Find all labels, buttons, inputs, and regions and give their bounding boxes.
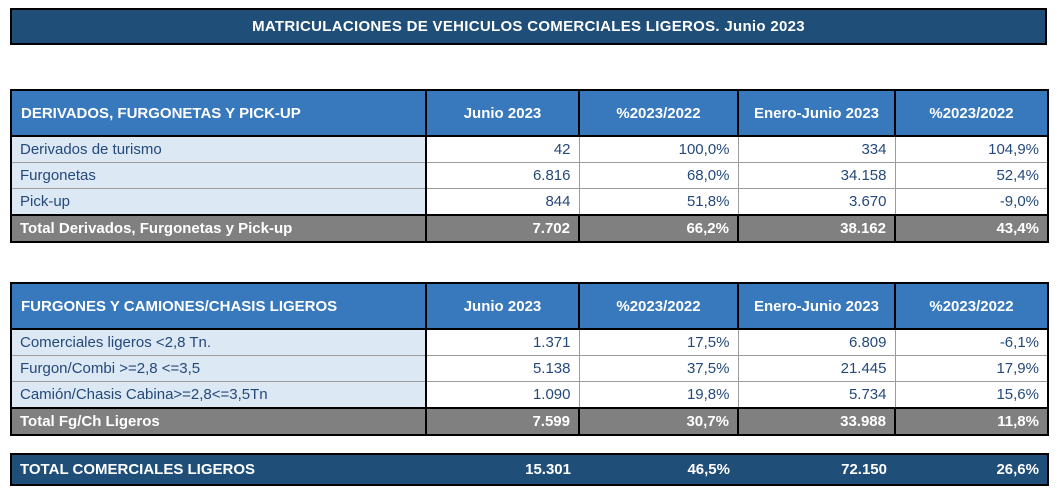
total-value: 66,2% — [578, 214, 739, 243]
row-label: Comerciales ligeros <2,8 Tn. — [10, 328, 427, 356]
table-derivados-furgonetas-pickup: DERIVADOS, FURGONETAS Y PICK-UP Junio 20… — [10, 89, 1049, 243]
total-value: 38.162 — [737, 214, 896, 243]
grand-total-value: 15.301 — [426, 453, 579, 486]
column-header-enero-junio: Enero-Junio 2023 — [737, 282, 896, 330]
cell-value: 3.670 — [737, 188, 896, 216]
total-label: Total Derivados, Furgonetas y Pick-up — [10, 214, 427, 243]
grand-total-label: TOTAL COMERCIALES LIGEROS — [10, 453, 426, 486]
row-label: Furgon/Combi >=2,8 <=3,5 — [10, 355, 427, 382]
cell-value: 5.138 — [425, 355, 580, 382]
cell-value: 19,8% — [578, 381, 739, 409]
column-header-pct-month: %2023/2022 — [578, 89, 739, 137]
table-total-row: Total Fg/Ch Ligeros 7.599 30,7% 33.988 1… — [10, 407, 1049, 436]
cell-value: 17,9% — [894, 355, 1049, 382]
row-label: Derivados de turismo — [10, 135, 427, 163]
total-value: 30,7% — [578, 407, 739, 436]
table-row: Furgonetas 6.816 68,0% 34.158 52,4% — [10, 162, 1049, 189]
table-row: Camión/Chasis Cabina>=2,8<=3,5Tn 1.090 1… — [10, 381, 1049, 409]
column-header-junio: Junio 2023 — [425, 89, 580, 137]
grand-total-bar: TOTAL COMERCIALES LIGEROS 15.301 46,5% 7… — [10, 453, 1049, 486]
table-title: DERIVADOS, FURGONETAS Y PICK-UP — [10, 89, 427, 137]
grand-total-value: 26,6% — [895, 453, 1049, 486]
table-row: Pick-up 844 51,8% 3.670 -9,0% — [10, 188, 1049, 216]
cell-value: 42 — [425, 135, 580, 163]
table-header-row: FURGONES Y CAMIONES/CHASIS LIGEROS Junio… — [10, 282, 1049, 330]
table-row: Comerciales ligeros <2,8 Tn. 1.371 17,5%… — [10, 328, 1049, 356]
cell-value: 100,0% — [578, 135, 739, 163]
cell-value: 51,8% — [578, 188, 739, 216]
cell-value: 17,5% — [578, 328, 739, 356]
cell-value: 334 — [737, 135, 896, 163]
grand-total-row: TOTAL COMERCIALES LIGEROS 15.301 46,5% 7… — [10, 453, 1049, 486]
table-furgones-camiones-chasis: FURGONES Y CAMIONES/CHASIS LIGEROS Junio… — [10, 282, 1049, 436]
report-title: MATRICULACIONES DE VEHICULOS COMERCIALES… — [252, 18, 805, 35]
cell-value: 21.445 — [737, 355, 896, 382]
cell-value: -9,0% — [894, 188, 1049, 216]
cell-value: 1.371 — [425, 328, 580, 356]
cell-value: 844 — [425, 188, 580, 216]
table-total-row: Total Derivados, Furgonetas y Pick-up 7.… — [10, 214, 1049, 243]
total-value: 7.599 — [425, 407, 580, 436]
row-label: Furgonetas — [10, 162, 427, 189]
table-row: Derivados de turismo 42 100,0% 334 104,9… — [10, 135, 1049, 163]
cell-value: 6.816 — [425, 162, 580, 189]
column-header-enero-junio: Enero-Junio 2023 — [737, 89, 896, 137]
row-label: Pick-up — [10, 188, 427, 216]
column-header-pct-month: %2023/2022 — [578, 282, 739, 330]
report-title-bar: MATRICULACIONES DE VEHICULOS COMERCIALES… — [10, 8, 1047, 45]
table-row: Furgon/Combi >=2,8 <=3,5 5.138 37,5% 21.… — [10, 355, 1049, 382]
cell-value: 15,6% — [894, 381, 1049, 409]
table-title: FURGONES Y CAMIONES/CHASIS LIGEROS — [10, 282, 427, 330]
grand-total-value: 46,5% — [579, 453, 738, 486]
cell-value: 1.090 — [425, 381, 580, 409]
column-header-pct-ytd: %2023/2022 — [894, 282, 1049, 330]
cell-value: 5.734 — [737, 381, 896, 409]
total-value: 11,8% — [894, 407, 1049, 436]
cell-value: -6,1% — [894, 328, 1049, 356]
cell-value: 68,0% — [578, 162, 739, 189]
column-header-pct-ytd: %2023/2022 — [894, 89, 1049, 137]
total-value: 33.988 — [737, 407, 896, 436]
total-label: Total Fg/Ch Ligeros — [10, 407, 427, 436]
cell-value: 52,4% — [894, 162, 1049, 189]
cell-value: 104,9% — [894, 135, 1049, 163]
cell-value: 6.809 — [737, 328, 896, 356]
column-header-junio: Junio 2023 — [425, 282, 580, 330]
row-label: Camión/Chasis Cabina>=2,8<=3,5Tn — [10, 381, 427, 409]
total-value: 7.702 — [425, 214, 580, 243]
table-header-row: DERIVADOS, FURGONETAS Y PICK-UP Junio 20… — [10, 89, 1049, 137]
cell-value: 34.158 — [737, 162, 896, 189]
total-value: 43,4% — [894, 214, 1049, 243]
cell-value: 37,5% — [578, 355, 739, 382]
grand-total-value: 72.150 — [738, 453, 895, 486]
